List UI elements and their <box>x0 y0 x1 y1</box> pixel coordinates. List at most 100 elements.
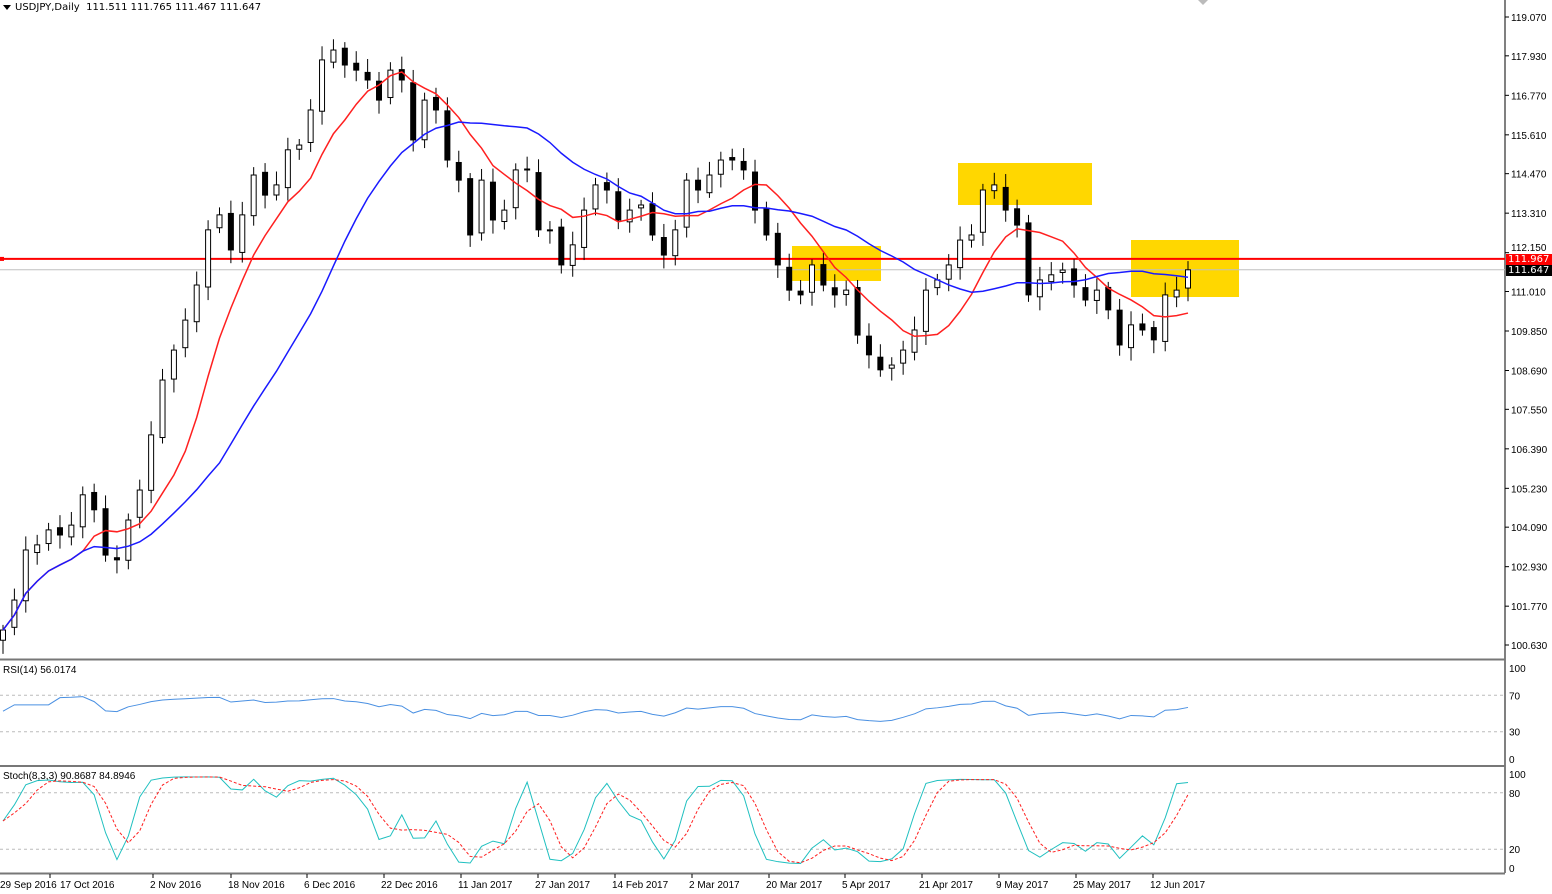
candle-body <box>1185 269 1191 289</box>
candle-body <box>148 434 155 491</box>
candle <box>740 148 747 180</box>
candle <box>1116 298 1123 356</box>
candle-body <box>205 229 212 288</box>
candle-body <box>900 349 907 364</box>
candle-body <box>159 379 166 439</box>
candle <box>478 168 485 241</box>
x-tick-label: 5 Apr 2017 <box>842 880 891 891</box>
y-tick-label: 119.070 <box>1511 13 1547 24</box>
candle-body <box>1014 208 1021 226</box>
candle <box>603 172 610 204</box>
candle-body <box>432 96 439 111</box>
candle <box>1173 276 1180 308</box>
candle-body <box>284 149 291 189</box>
candle <box>193 271 200 333</box>
y-tick-label: 108.690 <box>1511 367 1548 378</box>
candle-body <box>546 229 553 232</box>
candle-body <box>34 544 41 554</box>
candle-body <box>660 237 667 256</box>
candle <box>364 59 371 89</box>
candle-body <box>603 182 610 191</box>
candle-body <box>0 629 6 641</box>
candle-body <box>808 264 815 293</box>
candle-body <box>1150 327 1157 341</box>
symbol-label: USDJPY,Daily <box>15 2 80 13</box>
candle-body <box>1139 323 1146 331</box>
candle-body <box>968 234 975 241</box>
moving-average-slow <box>2 121 1189 631</box>
y-tick-label: 109.850 <box>1511 327 1548 338</box>
candle <box>695 167 702 204</box>
candle <box>125 513 132 570</box>
candle <box>1059 262 1066 284</box>
candle-body <box>216 214 223 229</box>
y-tick-label: 114.470 <box>1511 170 1547 181</box>
candle-body <box>1059 269 1066 273</box>
candle-body <box>1036 279 1043 298</box>
candle-body <box>774 232 781 266</box>
candle <box>581 197 588 261</box>
candle <box>501 199 508 230</box>
candle-body <box>797 290 804 296</box>
x-tick-label: 2 Nov 2016 <box>150 880 202 891</box>
candle <box>56 515 63 549</box>
x-tick-label: 25 May 2017 <box>1073 880 1131 891</box>
dropdown-triangle-icon[interactable] <box>3 4 11 10</box>
candle <box>900 340 907 375</box>
candle <box>660 223 667 269</box>
candle-body <box>1116 309 1123 346</box>
candle <box>1093 278 1100 314</box>
x-tick-label: 18 Nov 2016 <box>228 880 285 891</box>
rsi-axis-label: 100 <box>1509 664 1526 675</box>
candle <box>444 97 451 168</box>
rsi-axis-label: 30 <box>1509 728 1521 739</box>
candle-body <box>991 184 998 192</box>
chart-header: USDJPY,Daily 111.511 111.765 111.467 111… <box>3 2 261 13</box>
candle <box>865 323 872 369</box>
candle <box>1071 259 1078 298</box>
candle-body <box>45 529 52 545</box>
candle <box>239 201 246 263</box>
y-tick-label: 106.390 <box>1511 445 1548 456</box>
candle-body <box>353 62 360 71</box>
candle-body <box>865 335 872 356</box>
candle <box>79 486 86 539</box>
candle-body <box>1071 268 1078 286</box>
candle <box>672 219 679 266</box>
chart-shift-marker-icon[interactable] <box>1198 0 1208 5</box>
candle <box>136 479 143 529</box>
candle-body <box>250 174 257 217</box>
candle-body <box>307 109 314 143</box>
candle-body <box>957 239 964 269</box>
line-anchor-handle[interactable] <box>0 256 4 261</box>
candle-body <box>1025 222 1032 296</box>
candle <box>307 99 314 152</box>
candle-body <box>444 110 451 161</box>
candle <box>512 163 519 220</box>
candle <box>216 207 223 234</box>
candle-body <box>387 69 394 99</box>
rsi-axis-label: 70 <box>1509 691 1521 702</box>
candle <box>489 168 496 234</box>
candle-body <box>1128 324 1135 349</box>
candle-body <box>922 289 929 332</box>
candle-body <box>239 214 246 253</box>
candle-body <box>319 59 326 112</box>
y-tick-label: 102.930 <box>1511 563 1548 574</box>
candle <box>1014 199 1021 238</box>
y-tick-label: 113.310 <box>1511 209 1547 220</box>
y-tick-label: 116.770 <box>1511 91 1547 102</box>
candle-body <box>125 519 132 561</box>
ohlc-open: 111.511 <box>86 2 128 13</box>
highlight-box <box>958 163 1092 205</box>
candle-body <box>68 524 75 538</box>
candle <box>159 368 166 444</box>
candle-body <box>979 189 986 233</box>
candle <box>113 545 120 574</box>
candle <box>717 151 724 188</box>
x-tick-label: 17 Oct 2016 <box>60 880 115 891</box>
candle-body <box>854 287 861 336</box>
candle-body <box>1105 286 1112 311</box>
candle-body <box>786 266 793 291</box>
